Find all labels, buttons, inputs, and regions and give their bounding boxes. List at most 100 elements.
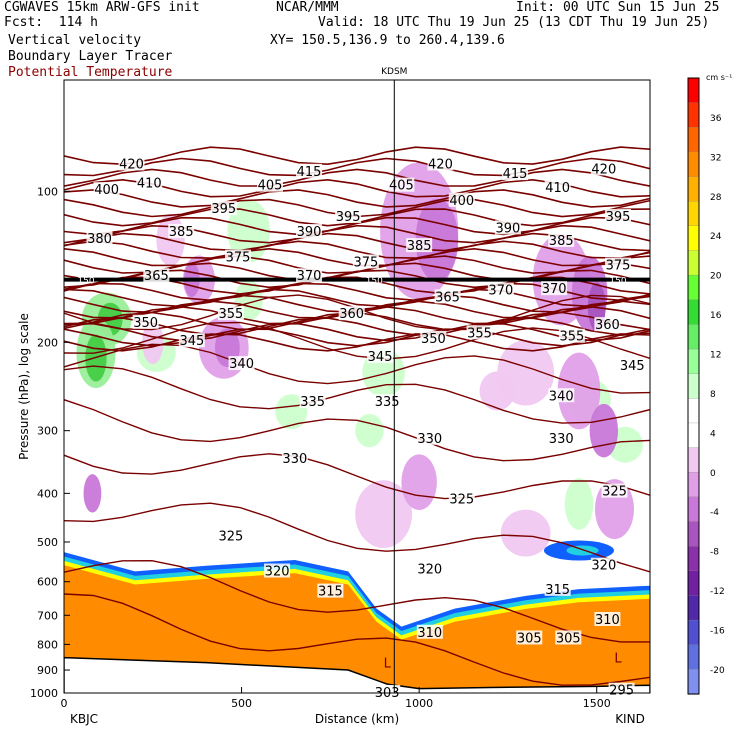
theta-contour xyxy=(64,288,650,308)
theta-label: 320 xyxy=(265,565,290,580)
init-time: Init: 00 UTC Sun 15 Jun 25 xyxy=(516,0,720,15)
theta-label-bg xyxy=(448,491,475,506)
theta-label-bg xyxy=(367,349,394,364)
theta-contour xyxy=(64,502,650,573)
field-theta: Potential Temperature xyxy=(8,65,173,80)
theta-label-bg xyxy=(619,358,646,373)
theta-label: 385 xyxy=(407,239,432,254)
tropopause-label: 150 xyxy=(366,277,383,287)
theta-contour xyxy=(64,593,650,686)
theta-label: 385 xyxy=(169,225,194,240)
theta-label: 365 xyxy=(144,269,169,284)
theta-label: 330 xyxy=(282,452,307,467)
theta-contour xyxy=(64,157,650,177)
theta-contour xyxy=(64,559,650,643)
theta-label: 380 xyxy=(87,232,112,247)
theta-label-bg xyxy=(608,682,635,693)
theta-contour xyxy=(64,189,650,208)
theta-label: 310 xyxy=(595,613,620,628)
theta-label-bg xyxy=(466,325,493,340)
x-tick-label: 1500 xyxy=(583,697,611,710)
colorbar-label: -16 xyxy=(710,626,725,636)
theta-contour xyxy=(64,168,650,187)
theta-label: 330 xyxy=(417,432,442,447)
theta-contour xyxy=(64,453,650,500)
theta-label-bg xyxy=(296,163,323,178)
theta-label: 375 xyxy=(353,255,378,270)
w-blob xyxy=(564,478,594,530)
y-tick-label: 900 xyxy=(37,664,58,677)
colorbar-swatch xyxy=(687,176,700,202)
theta-label-bg xyxy=(299,394,326,409)
theta-label: 340 xyxy=(549,389,574,404)
tracer-core xyxy=(64,565,650,693)
colorbar-label: 28 xyxy=(710,193,722,203)
theta-label-bg xyxy=(168,224,195,239)
colorbar-swatch xyxy=(687,496,700,523)
theta-contour xyxy=(64,317,650,337)
theta-contour xyxy=(64,365,650,424)
colorbar-swatch xyxy=(687,521,700,547)
theta-label: 415 xyxy=(297,165,322,180)
theta-label: 350 xyxy=(133,316,158,331)
theta-label-bg xyxy=(502,166,529,181)
colorbar-swatch xyxy=(687,644,700,671)
theta-label-bg xyxy=(143,268,170,283)
theta-label: 410 xyxy=(137,176,162,191)
theta-label: 340 xyxy=(229,357,254,372)
theta-label: 345 xyxy=(620,359,645,374)
w-blob xyxy=(401,454,437,510)
theta-label-bg xyxy=(594,611,621,626)
x-tick-label: 0 xyxy=(61,697,68,710)
terrain xyxy=(64,656,650,693)
theta-contour xyxy=(64,322,650,342)
colorbar-label: -20 xyxy=(710,666,725,676)
y-tick-label: 800 xyxy=(37,638,58,651)
y-tick-label: 400 xyxy=(37,487,58,500)
theta-label: 335 xyxy=(300,395,325,410)
theta-label: 370 xyxy=(542,282,567,297)
theta-label: 410 xyxy=(545,181,570,196)
theta-label-bg xyxy=(225,249,252,264)
theta-label-bg xyxy=(374,394,401,409)
colorbar-label: 8 xyxy=(710,390,716,400)
theta-contour xyxy=(64,399,650,462)
colorbar-swatch xyxy=(687,373,700,399)
theta-contour xyxy=(64,224,650,244)
y-tick-label: 300 xyxy=(37,425,58,438)
theta-contour xyxy=(64,146,650,166)
model-title: CGWAVES 15km ARW-GFS init xyxy=(4,0,200,15)
theta-label: 325 xyxy=(602,485,627,500)
theta-label-bg xyxy=(420,330,447,345)
theta-label-bg xyxy=(296,224,323,239)
theta-label-bg xyxy=(256,177,283,192)
theta-label-bg xyxy=(178,333,205,348)
colorbar-swatch xyxy=(687,250,700,276)
w-blob xyxy=(589,403,619,458)
valid-time: Valid: 18 UTC Thu 19 Jun 25 (13 CDT Thu … xyxy=(318,15,710,30)
theta-label-bg xyxy=(317,583,344,598)
low-marker: L xyxy=(614,652,622,667)
colorbar-swatch xyxy=(687,274,700,301)
theta-label-bg xyxy=(388,177,415,192)
theta-label-bg xyxy=(516,630,543,645)
theta-label: 305 xyxy=(556,631,581,646)
colorbar-swatch xyxy=(687,299,700,326)
colorbar-swatch xyxy=(687,570,700,597)
theta-label: 400 xyxy=(449,194,474,209)
theta-label-bg xyxy=(93,182,120,197)
theta-label: 320 xyxy=(591,559,616,574)
theta-label: 390 xyxy=(496,221,521,236)
theta-label-bg xyxy=(210,201,237,216)
mid-station-label: KDSM xyxy=(381,67,407,77)
theta-label: 370 xyxy=(488,284,513,299)
colorbar-frame xyxy=(687,77,700,695)
colorbar-label: 4 xyxy=(710,429,716,439)
colorbar-label: -8 xyxy=(710,548,719,558)
theta-label: 375 xyxy=(226,251,251,266)
theta-label: 385 xyxy=(549,234,574,249)
colorbar-swatch xyxy=(687,225,700,252)
colorbar-swatch xyxy=(687,619,700,646)
theta-label-bg xyxy=(548,388,575,403)
